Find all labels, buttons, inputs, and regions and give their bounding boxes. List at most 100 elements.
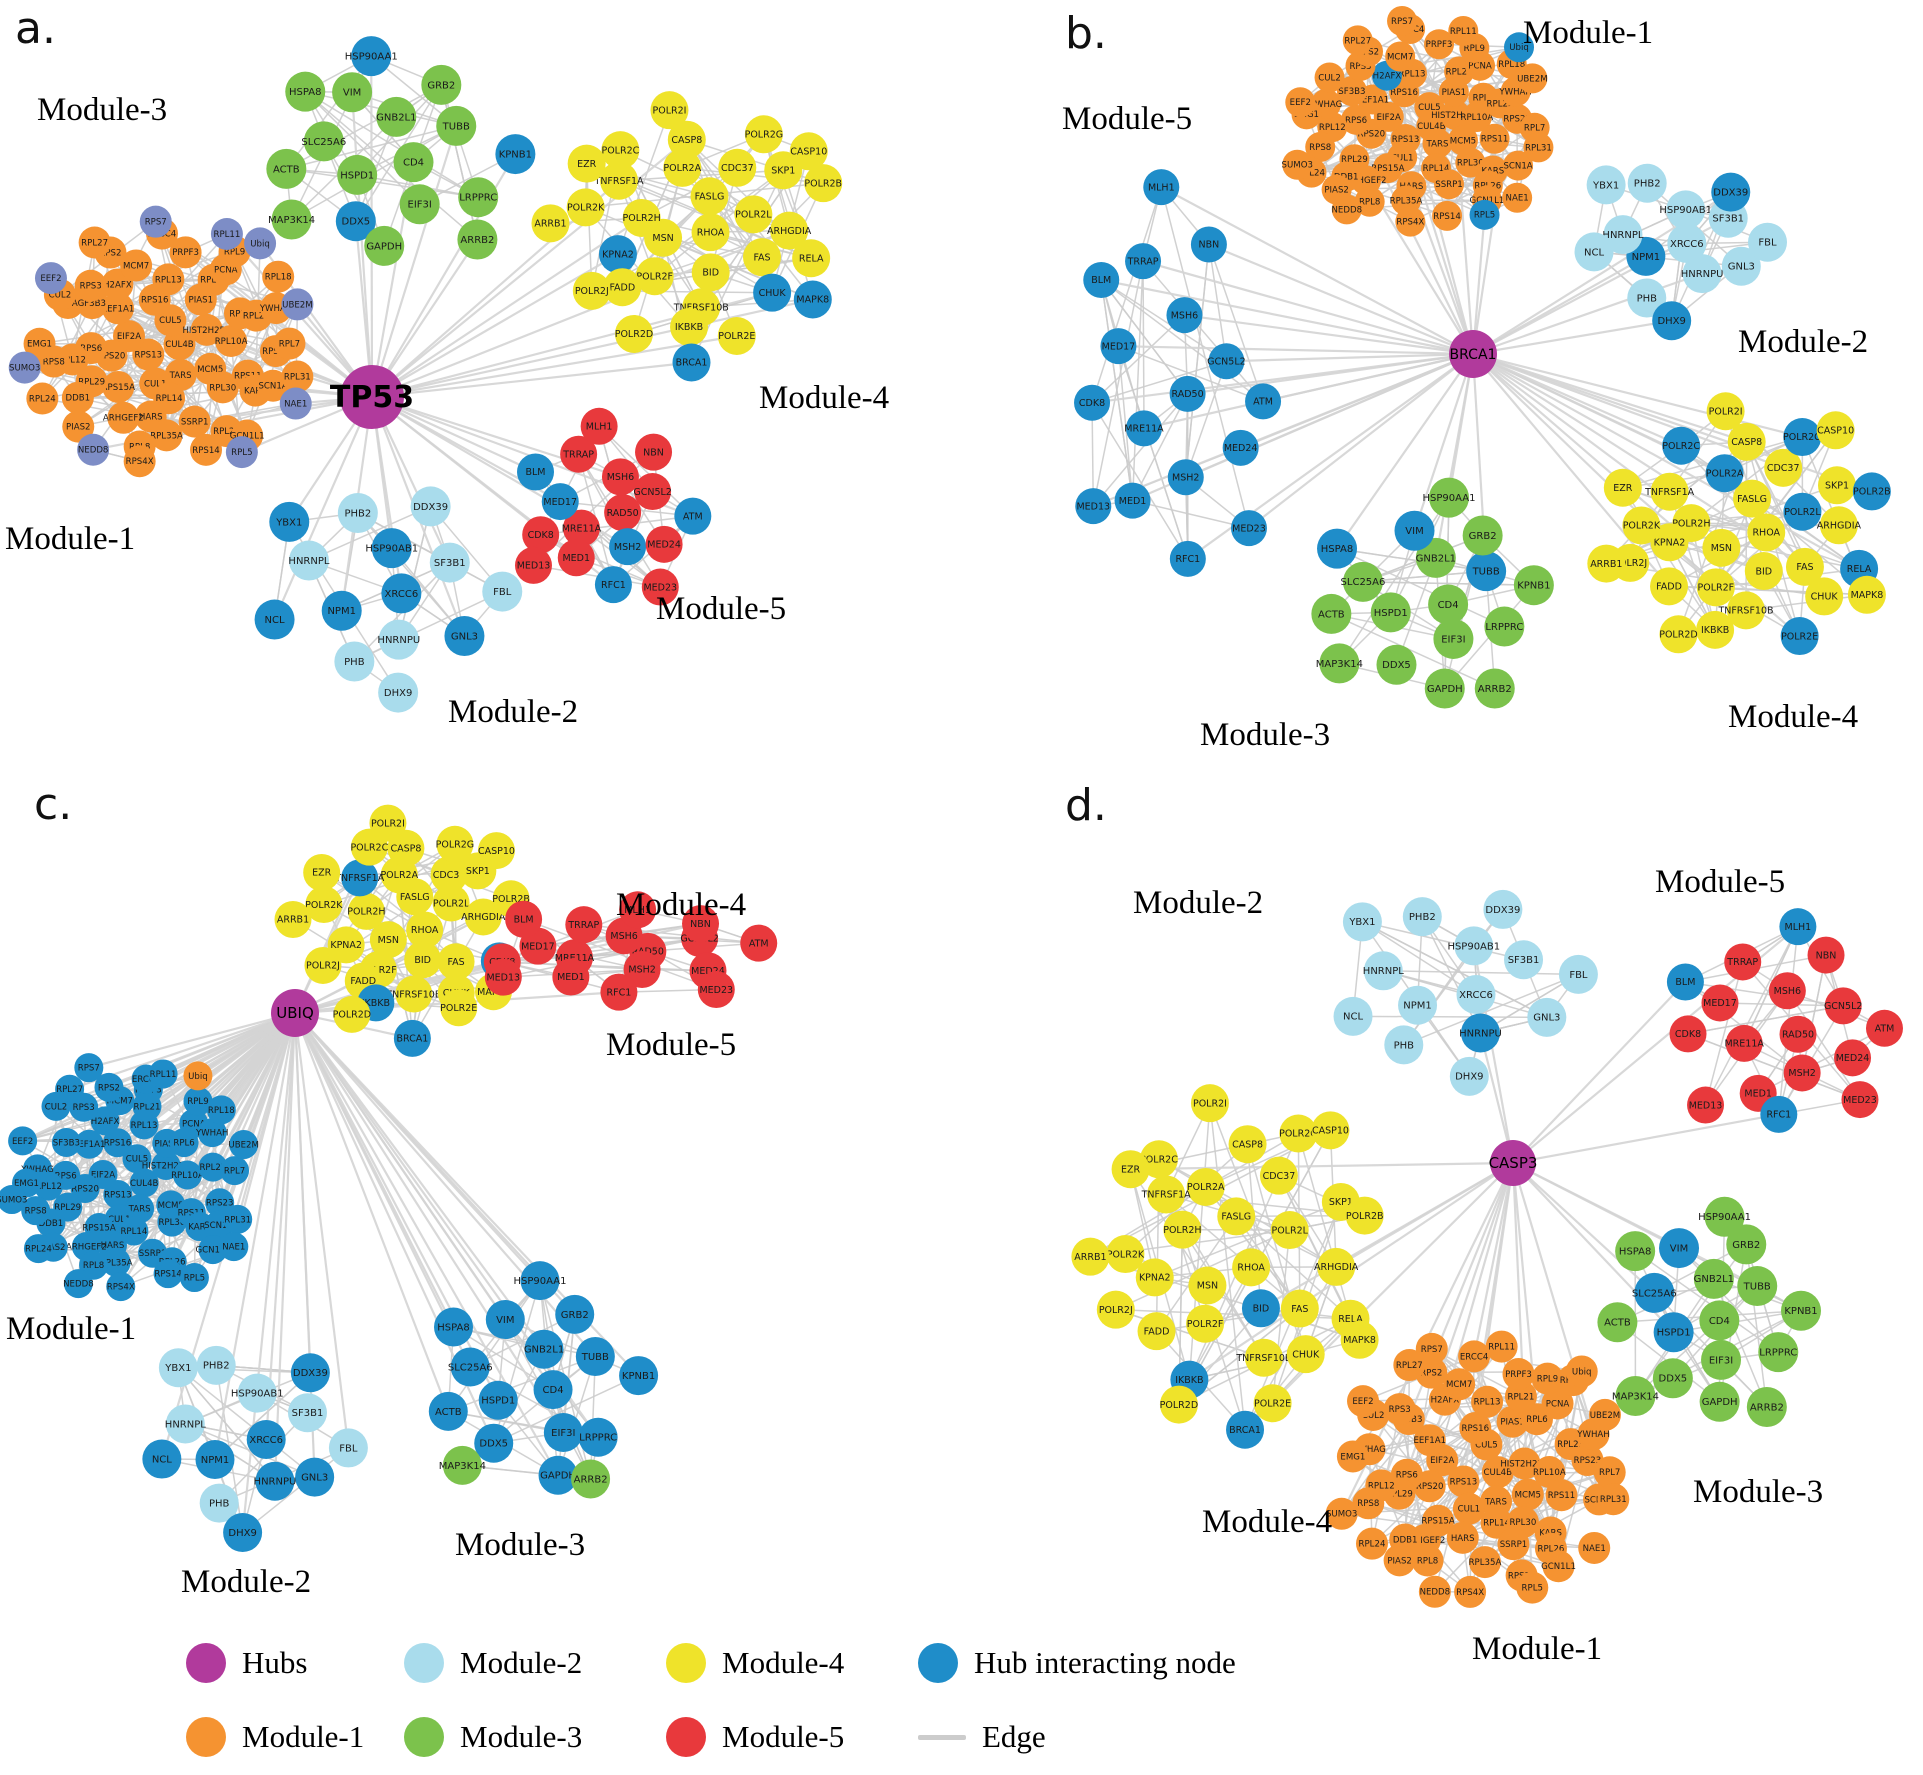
- gene-node: UBE2M: [228, 1130, 259, 1160]
- svg-text:RPL7: RPL7: [279, 340, 300, 350]
- gene-node: MED17: [541, 483, 579, 521]
- gene-node: DDX39: [1711, 172, 1751, 212]
- gene-node: RPS16: [102, 1128, 132, 1158]
- svg-text:FADD: FADD: [1144, 1326, 1170, 1337]
- gene-node: RPS3: [74, 269, 107, 302]
- gene-node: HSPD1: [1653, 1312, 1694, 1353]
- svg-text:PHB2: PHB2: [1634, 179, 1661, 190]
- gene-node: RPL24: [1355, 1527, 1388, 1560]
- gene-node: MED24: [1834, 1039, 1872, 1077]
- gene-node: PRPF3: [169, 236, 202, 269]
- gene-node: PHB: [1384, 1025, 1424, 1065]
- gene-node: HSPD1: [337, 154, 378, 195]
- svg-text:SF3B1: SF3B1: [434, 558, 466, 569]
- svg-text:POLR2C: POLR2C: [350, 842, 388, 853]
- gene-node: EEF2: [8, 1126, 38, 1156]
- gene-node: KPNB1: [1781, 1290, 1822, 1331]
- svg-text:XRCC6: XRCC6: [1670, 239, 1704, 250]
- gene-node: RPL8: [1411, 1544, 1444, 1577]
- module-label: Module-2: [1133, 885, 1264, 921]
- svg-text:CASP8: CASP8: [671, 135, 702, 146]
- svg-text:GCN1L1: GCN1L1: [1541, 1562, 1576, 1572]
- svg-text:POLR2H: POLR2H: [1163, 1225, 1201, 1236]
- gene-node: ARHGDIA: [461, 898, 506, 936]
- gene-node: PHB: [334, 641, 375, 682]
- svg-text:HSPA8: HSPA8: [437, 1322, 469, 1333]
- legend-item-hubs: Hubs: [186, 1626, 404, 1700]
- gene-node: HNRNPL: [1602, 215, 1644, 255]
- svg-text:RPL18: RPL18: [265, 273, 292, 283]
- panel-d-letter: d.: [1065, 780, 1107, 831]
- gene-node: CD4: [1428, 584, 1469, 625]
- svg-text:KPNB1: KPNB1: [1517, 581, 1550, 592]
- svg-text:HSP90AA1: HSP90AA1: [1423, 493, 1476, 504]
- svg-text:PRPF3: PRPF3: [1426, 40, 1453, 50]
- gene-node: Ubiq: [1504, 32, 1535, 63]
- svg-text:IKBKB: IKBKB: [1175, 1375, 1203, 1386]
- svg-text:PIAS2: PIAS2: [66, 422, 91, 432]
- svg-text:BRCA1: BRCA1: [676, 358, 708, 369]
- gene-node: GNL3: [444, 615, 485, 656]
- svg-text:DDX39: DDX39: [1713, 188, 1748, 199]
- svg-text:DDB1: DDB1: [1393, 1535, 1418, 1545]
- svg-text:MCM7: MCM7: [123, 261, 149, 271]
- svg-text:YWHAH: YWHAH: [1576, 1430, 1610, 1440]
- gene-node: POLR2D: [1160, 1385, 1198, 1424]
- svg-text:GAPDH: GAPDH: [366, 241, 402, 252]
- svg-text:SLC25A6: SLC25A6: [301, 137, 346, 148]
- svg-text:RPS6: RPS6: [1345, 116, 1367, 126]
- gene-node: MED17: [1100, 328, 1137, 365]
- gene-node: POLR2J: [304, 946, 342, 984]
- gene-node: NAE1: [1578, 1531, 1611, 1564]
- gene-node: CUL1: [1452, 1492, 1485, 1525]
- svg-text:MED23: MED23: [699, 985, 733, 996]
- svg-text:YBX1: YBX1: [1592, 180, 1619, 191]
- svg-text:TRRAP: TRRAP: [567, 920, 599, 931]
- svg-text:POLR2I: POLR2I: [1193, 1098, 1227, 1109]
- svg-text:PRPF3: PRPF3: [1505, 1370, 1532, 1380]
- gene-node: PHB: [199, 1483, 239, 1523]
- gene-node: GRB2: [555, 1294, 595, 1334]
- svg-text:RELA: RELA: [799, 253, 824, 264]
- gene-node: POLR2D: [1659, 615, 1698, 654]
- svg-text:POLR2K: POLR2K: [305, 900, 343, 911]
- gene-node: MSN: [1188, 1266, 1227, 1305]
- gene-node: RPL13: [1471, 1385, 1504, 1418]
- gene-node: NBN: [1190, 226, 1227, 263]
- gene-node: IKBKB: [670, 307, 709, 346]
- gene-node: POLR2B: [804, 164, 843, 203]
- gene-node: MAPK8: [793, 280, 832, 319]
- svg-text:KPNA2: KPNA2: [1654, 537, 1686, 548]
- svg-text:XRCC6: XRCC6: [249, 1435, 283, 1446]
- svg-text:CDC37: CDC37: [721, 163, 754, 174]
- gene-node: RPL35A: [1469, 1546, 1501, 1579]
- gene-node: POLR2H: [1163, 1210, 1202, 1249]
- gene-node: RPL14: [1480, 1506, 1513, 1539]
- gene-node: NEDD8: [1418, 1575, 1451, 1608]
- gene-node: RPL27: [55, 1074, 85, 1104]
- svg-text:VIM: VIM: [1405, 526, 1423, 537]
- gene-node: TRRAP: [1724, 943, 1762, 981]
- gene-node: FBL: [1558, 954, 1598, 994]
- svg-text:DDB1: DDB1: [66, 394, 91, 404]
- svg-text:MCM5: MCM5: [1515, 1491, 1541, 1501]
- gene-node: GCN5L2: [1824, 987, 1862, 1025]
- svg-text:MAP3K14: MAP3K14: [268, 215, 315, 226]
- svg-text:EIF3I: EIF3I: [408, 200, 432, 211]
- svg-text:IKBKB: IKBKB: [1701, 625, 1729, 636]
- gene-node: RPS6: [1341, 104, 1372, 135]
- gene-node: ARRB2: [571, 1459, 611, 1499]
- gene-node: ACTB: [428, 1391, 468, 1431]
- svg-text:SSRP1: SSRP1: [181, 418, 209, 428]
- gene-node: POLR2K: [566, 188, 605, 227]
- svg-text:RPL8: RPL8: [83, 1261, 104, 1271]
- svg-text:MED13: MED13: [1689, 1100, 1723, 1111]
- gene-node: GRB2: [421, 64, 462, 105]
- svg-text:HSP90AA1: HSP90AA1: [1698, 1212, 1751, 1223]
- gene-node: SLC25A6: [301, 121, 346, 162]
- svg-text:RPL24: RPL24: [1359, 1540, 1386, 1550]
- gene-node: Ubiq: [244, 227, 277, 260]
- svg-text:PHB2: PHB2: [203, 1361, 230, 1372]
- gene-node: HNRNPL: [165, 1404, 206, 1444]
- gene-node: XRCC6: [246, 1419, 286, 1459]
